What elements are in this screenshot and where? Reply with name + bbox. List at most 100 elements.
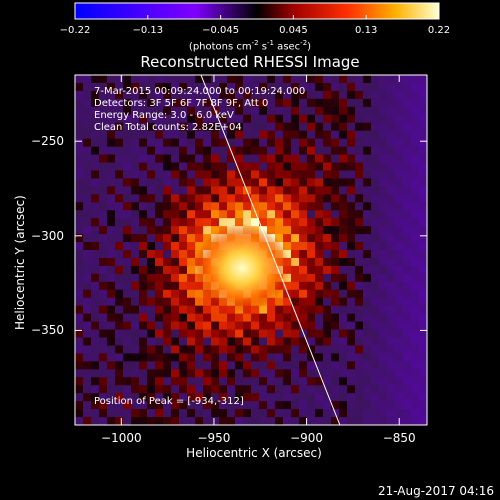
heatmap-cell <box>387 329 396 338</box>
heatmap-cell <box>139 234 148 243</box>
heatmap-cell <box>371 337 380 346</box>
heatmap-cell <box>347 82 356 92</box>
heatmap-cell <box>283 218 292 227</box>
heatmap-cell <box>419 257 427 267</box>
heatmap-cell <box>91 178 100 187</box>
heatmap-cell <box>387 265 396 275</box>
heatmap-cell <box>227 345 236 354</box>
heatmap-cell <box>411 273 420 283</box>
heatmap-cell <box>291 210 300 219</box>
heatmap-cell <box>147 226 156 235</box>
heatmap-cell <box>139 162 148 171</box>
heatmap-cell <box>155 226 164 235</box>
heatmap-cell <box>243 313 252 322</box>
heatmap-cell <box>211 178 220 187</box>
heatmap-cell <box>107 178 116 187</box>
heatmap-cell <box>147 202 156 211</box>
heatmap-cell <box>155 194 164 203</box>
heatmap-cell <box>171 321 180 330</box>
heatmap-cell <box>75 138 84 147</box>
heatmap-cell <box>91 393 100 402</box>
heatmap-cell <box>203 194 212 203</box>
heatmap-cell <box>195 122 204 132</box>
heatmap-cell <box>83 297 92 307</box>
heatmap-cell <box>163 337 172 346</box>
heatmap-cell <box>419 90 427 100</box>
heatmap-cell <box>91 409 100 418</box>
heatmap-cell <box>115 218 124 227</box>
heatmap-cell <box>91 361 100 370</box>
heatmap-cell <box>379 329 388 338</box>
heatmap-cell <box>323 369 332 378</box>
heatmap-cell <box>411 385 420 394</box>
heatmap-cell <box>251 106 260 116</box>
heatmap-cell <box>235 393 244 402</box>
heatmap-cell <box>163 194 172 203</box>
heatmap-cell <box>331 369 340 378</box>
heatmap-cell <box>299 257 308 267</box>
heatmap-cell <box>307 353 316 362</box>
heatmap-cell <box>195 337 204 346</box>
heatmap-cell <box>235 401 244 410</box>
heatmap-cell <box>371 329 380 338</box>
heatmap-cell <box>419 106 427 116</box>
heatmap-cell <box>355 234 364 243</box>
heatmap-cell <box>203 146 212 155</box>
heatmap-cell <box>83 329 92 338</box>
heatmap-cell <box>299 186 308 195</box>
heatmap-cell <box>187 393 196 402</box>
heatmap-cell <box>267 361 276 370</box>
colorbar-tick-label: −0.22 <box>59 25 91 36</box>
heatmap-cell <box>155 401 164 410</box>
heatmap-cell <box>123 377 132 386</box>
heatmap-cell <box>195 297 204 307</box>
heatmap-cell <box>403 122 412 132</box>
heatmap-cell <box>283 154 292 163</box>
heatmap-cell <box>291 146 300 155</box>
info-energy: Energy Range: 3.0 - 6.0 keV <box>94 110 234 121</box>
heatmap-cell <box>83 130 92 140</box>
heatmap-cell <box>83 345 92 354</box>
heatmap-cell <box>219 321 228 330</box>
heatmap-cell <box>147 170 156 179</box>
heatmap-cell <box>83 289 92 299</box>
heatmap-cell <box>371 146 380 155</box>
heatmap-cell <box>403 409 412 418</box>
heatmap-cell <box>195 289 204 299</box>
heatmap-cell <box>123 401 132 410</box>
heatmap-cell <box>235 369 244 378</box>
heatmap-cell <box>395 146 404 155</box>
heatmap-cell <box>251 218 260 227</box>
heatmap-cell <box>107 75 116 84</box>
heatmap-cell <box>315 385 324 394</box>
heatmap-cell <box>211 218 220 227</box>
heatmap-cell <box>275 353 284 362</box>
heatmap-cell <box>291 242 300 251</box>
heatmap-cell <box>187 305 196 315</box>
heatmap-cell <box>379 122 388 132</box>
heatmap-cell <box>291 337 300 346</box>
heatmap-cell <box>163 289 172 299</box>
heatmap-cell <box>419 281 427 291</box>
heatmap-cell <box>339 186 348 195</box>
heatmap-cell <box>275 385 284 394</box>
heatmap-cell <box>163 361 172 370</box>
heatmap-cell <box>147 401 156 410</box>
heatmap-cell <box>395 313 404 322</box>
heatmap-cell <box>419 130 427 140</box>
heatmap-cell <box>379 353 388 362</box>
heatmap-cell <box>203 369 212 378</box>
heatmap-cell <box>339 377 348 386</box>
heatmap-cell <box>291 273 300 283</box>
heatmap-cell <box>339 226 348 235</box>
heatmap-cell <box>267 170 276 179</box>
heatmap-cell <box>227 170 236 179</box>
heatmap-cell <box>355 186 364 195</box>
heatmap-cell <box>195 305 204 315</box>
heatmap-cell <box>75 273 84 283</box>
heatmap-cell <box>395 305 404 315</box>
heatmap-cell <box>339 417 348 425</box>
heatmap-cell <box>395 154 404 163</box>
heatmap-cell <box>339 170 348 179</box>
heatmap-cell <box>219 114 228 124</box>
